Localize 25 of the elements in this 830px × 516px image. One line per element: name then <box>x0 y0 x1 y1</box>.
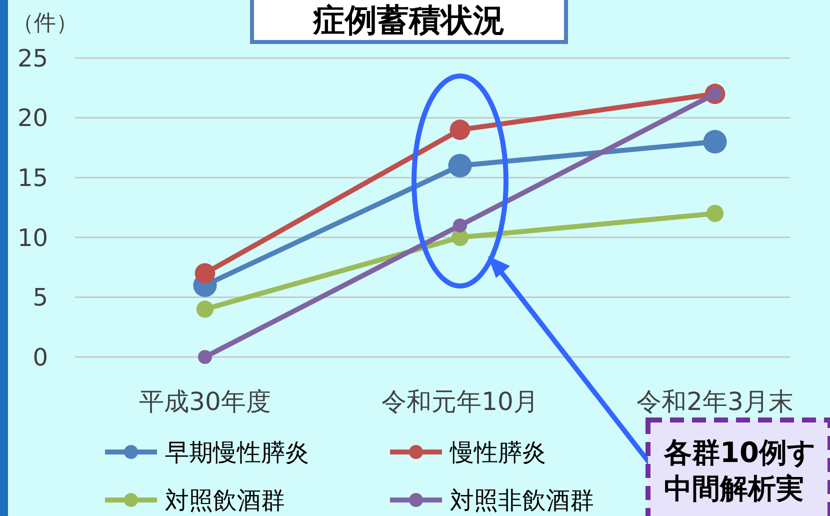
x-tick-label: 令和元年10月 <box>382 387 538 416</box>
text: 各群10例す <box>663 436 816 469</box>
x-tick-label: 令和2年3月末 <box>636 387 794 416</box>
legend-label: 慢性膵炎 <box>449 438 546 466</box>
legend-label: 早期慢性膵炎 <box>165 438 309 466</box>
point <box>450 120 470 140</box>
point <box>453 218 467 232</box>
point <box>703 130 727 154</box>
point <box>706 204 724 222</box>
chart-title: 症例蓄積状況 <box>312 1 505 39</box>
y-tick-label: 15 <box>17 164 48 192</box>
x-tick-label: 平成30年度 <box>139 387 271 416</box>
legend-label: 対照非飲酒群 <box>450 486 594 514</box>
y-tick-label: 5 <box>32 284 48 312</box>
y-axis-title: （件） <box>12 11 78 36</box>
point <box>194 263 216 284</box>
y-tick-label: 20 <box>17 104 48 132</box>
legend-label: 対照飲酒群 <box>165 486 285 514</box>
point <box>198 350 212 364</box>
point <box>196 300 214 318</box>
y-tick-label: 10 <box>17 224 48 252</box>
y-tick-label: 25 <box>17 44 48 72</box>
text: 中間解析実 <box>664 472 804 505</box>
y-tick-label: 0 <box>32 343 48 372</box>
point <box>448 154 472 178</box>
